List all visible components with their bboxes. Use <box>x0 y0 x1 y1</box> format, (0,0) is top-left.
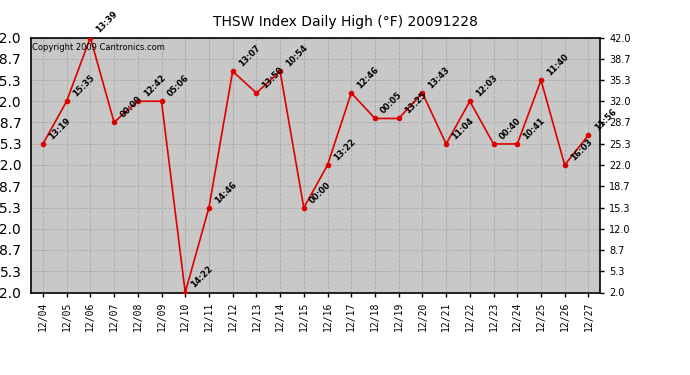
Text: 11:40: 11:40 <box>545 52 571 77</box>
Text: 16:03: 16:03 <box>569 137 594 162</box>
Text: 00:00: 00:00 <box>118 94 144 120</box>
Text: 12:03: 12:03 <box>474 73 499 99</box>
Text: 13:50: 13:50 <box>261 65 286 90</box>
Text: 00:40: 00:40 <box>497 116 523 141</box>
Text: 00:05: 00:05 <box>379 91 404 116</box>
Text: 14:46: 14:46 <box>213 180 239 205</box>
Text: 05:06: 05:06 <box>166 73 191 99</box>
Text: 10:54: 10:54 <box>284 43 310 69</box>
Text: 11:56: 11:56 <box>593 107 618 132</box>
Text: 13:25: 13:25 <box>403 90 428 116</box>
Text: 13:19: 13:19 <box>47 116 72 141</box>
Text: 12:46: 12:46 <box>355 65 381 90</box>
Text: THSW Index Daily High (°F) 20091228: THSW Index Daily High (°F) 20091228 <box>213 15 477 29</box>
Text: 13:43: 13:43 <box>426 65 452 90</box>
Text: 10:41: 10:41 <box>522 116 546 141</box>
Text: 13:22: 13:22 <box>332 137 357 162</box>
Text: Copyright 2009 Cantronics.com: Copyright 2009 Cantronics.com <box>32 43 165 52</box>
Text: 13:07: 13:07 <box>237 44 262 69</box>
Text: 11:04: 11:04 <box>451 116 475 141</box>
Text: 14:22: 14:22 <box>189 264 215 290</box>
Text: 12:42: 12:42 <box>142 73 167 99</box>
Text: 15:35: 15:35 <box>71 73 96 99</box>
Text: 00:00: 00:00 <box>308 180 333 205</box>
Text: 13:39: 13:39 <box>95 10 119 35</box>
